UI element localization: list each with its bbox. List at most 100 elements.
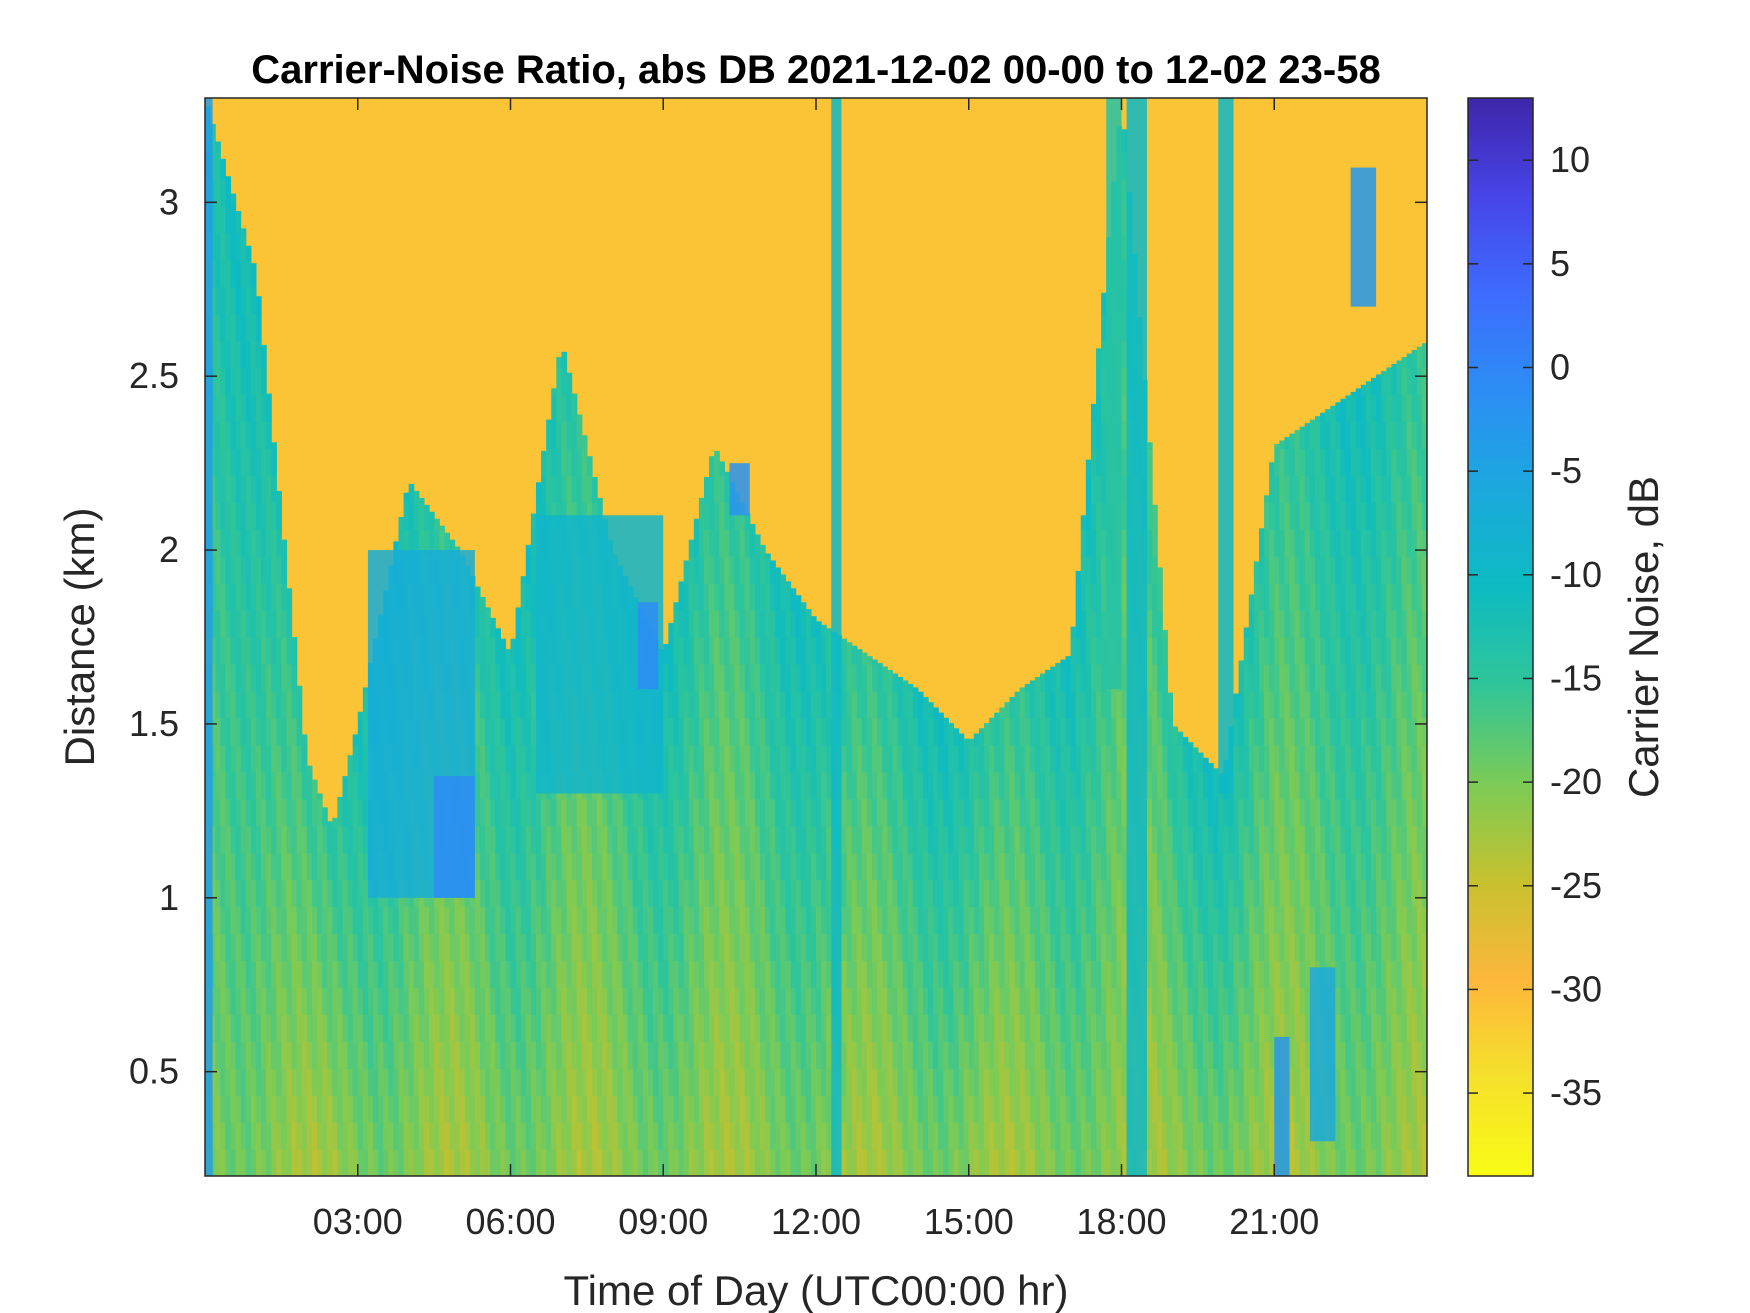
heatmap-cell [571, 1041, 578, 1069]
heatmap-cell [220, 1095, 226, 1123]
heatmap-cell [816, 879, 822, 908]
heatmap-cell [994, 960, 1000, 988]
heatmap-cell [1085, 960, 1092, 988]
heatmap-cell [770, 583, 776, 611]
heatmap-cell [790, 588, 797, 611]
heatmap-cell [276, 1014, 282, 1042]
heatmap-cell [291, 798, 298, 827]
heatmap-cell [1294, 906, 1301, 935]
heatmap-cell [1264, 610, 1270, 638]
heatmap-cell [642, 1122, 649, 1150]
heatmap-cell [978, 1149, 985, 1176]
heatmap-cell [597, 798, 603, 827]
heatmap-cell [805, 1149, 812, 1176]
heatmap-cell [780, 852, 787, 881]
heatmap-cell [255, 1095, 262, 1123]
heatmap-cell [841, 825, 848, 854]
heatmap-cell [306, 933, 313, 961]
heatmap-cell [917, 1095, 924, 1123]
heatmap-cell [872, 663, 878, 692]
heatmap-cell [530, 529, 537, 557]
heatmap-cell [637, 798, 644, 827]
heatmap-cell [887, 852, 893, 881]
heatmap-cell [790, 987, 797, 1015]
heatmap-cell [714, 583, 720, 611]
heatmap-cell [220, 529, 226, 557]
heatmap-cell [581, 1068, 588, 1096]
heatmap-cell [261, 394, 267, 422]
heatmap-cell [479, 1149, 486, 1176]
heatmap-cell [444, 1041, 450, 1069]
heatmap-cell [1146, 852, 1153, 881]
heatmap-cell [1029, 825, 1036, 854]
heatmap-cell [255, 906, 262, 935]
heatmap-cell [1269, 852, 1275, 881]
heatmap-cell [1065, 744, 1072, 773]
heatmap-cell [653, 1149, 659, 1176]
heatmap-cell [530, 1041, 537, 1069]
heatmap-cell [281, 825, 288, 854]
heatmap-cell [1045, 771, 1051, 800]
heatmap-cell [1167, 798, 1174, 827]
heatmap-cell [255, 798, 262, 827]
heatmap-cell [821, 690, 827, 719]
heatmap-cell [250, 852, 257, 881]
heatmap-cell [255, 1149, 262, 1176]
heatmap-cell [642, 1095, 649, 1123]
heatmap-cell [1045, 1122, 1051, 1150]
heatmap-cell [520, 1149, 527, 1176]
heatmap-cell [749, 987, 756, 1015]
heatmap-cell [958, 852, 965, 881]
heatmap-cell [367, 1068, 374, 1096]
heatmap-cell [322, 960, 328, 988]
heatmap-cell [541, 450, 547, 476]
heatmap-cell [1075, 825, 1082, 854]
heatmap-cell [805, 1122, 812, 1150]
heatmap-cell [535, 1095, 542, 1123]
heatmap-cell [261, 852, 267, 881]
heatmap-cell [1253, 933, 1260, 961]
heatmap-cell [693, 1041, 700, 1069]
heatmap-cell [739, 852, 746, 881]
heatmap-cell [693, 744, 700, 773]
heatmap-cell [225, 798, 232, 827]
heatmap-cell [1055, 690, 1061, 719]
heatmap-cell [948, 987, 955, 1015]
heatmap-cell [235, 933, 242, 961]
heatmap-cell [663, 879, 669, 908]
heatmap-cell [1146, 663, 1153, 692]
heatmap-cell [602, 1014, 608, 1042]
heatmap-cell [1055, 717, 1061, 746]
heatmap-cell [591, 933, 598, 961]
heatmap-cell [474, 586, 481, 611]
heatmap-cell [535, 1149, 542, 1176]
heatmap-cell [1177, 798, 1184, 827]
heatmap-cell [709, 744, 715, 773]
heatmap-cell [245, 744, 252, 773]
heatmap-cell [337, 798, 344, 827]
heatmap-cell [311, 879, 318, 908]
heatmap-cell [1152, 1014, 1158, 1042]
heatmap-cell [1019, 1122, 1026, 1150]
heatmap-cell [744, 1095, 751, 1123]
heatmap-cell [958, 987, 965, 1015]
heatmap-cell [250, 421, 257, 449]
heatmap-cell [709, 987, 715, 1015]
heatmap-cell [541, 879, 547, 908]
heatmap-cell [535, 1041, 542, 1069]
heatmap-cell [240, 690, 247, 719]
heatmap-cell [271, 987, 277, 1015]
heatmap-cell [1146, 1014, 1153, 1042]
heatmap-cell [317, 1068, 323, 1096]
heatmap-cell [816, 717, 822, 746]
heatmap-cell [1208, 852, 1214, 881]
heatmap-cell [210, 151, 216, 180]
heatmap-cell [357, 1122, 364, 1150]
heatmap-cell [357, 960, 364, 988]
heatmap-cell [978, 771, 985, 800]
heatmap-cell [1202, 1149, 1209, 1176]
heatmap-cell [388, 987, 394, 1015]
heatmap-cell [388, 1068, 394, 1096]
heatmap-cell [286, 588, 293, 611]
heatmap-cell [1264, 556, 1270, 584]
